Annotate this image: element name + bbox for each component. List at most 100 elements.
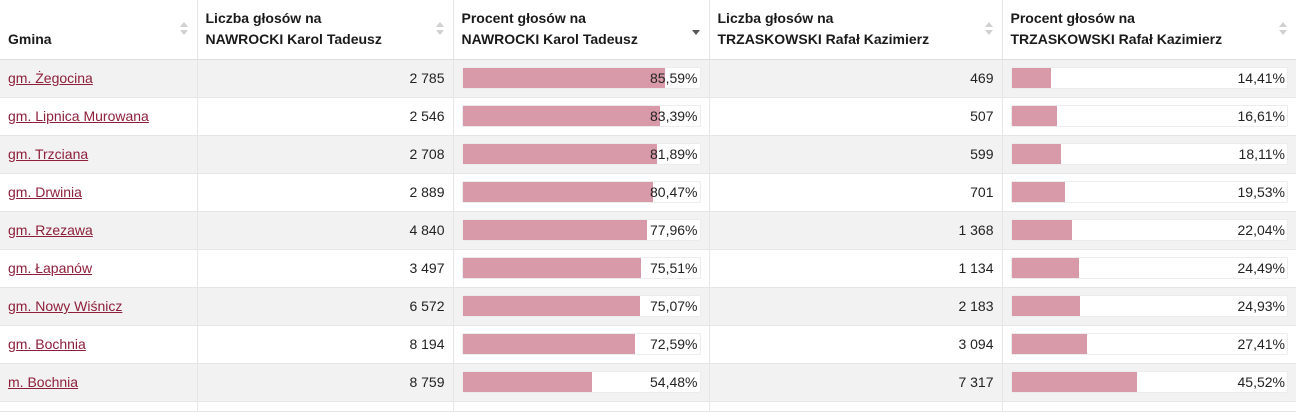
table-header: Gmina Liczba głosów na NAWROCKI Karol Ta… bbox=[0, 0, 1296, 60]
cell-nawrocki-votes: 8 194 bbox=[196, 325, 453, 364]
percent-bar-fill bbox=[1011, 68, 1052, 88]
cell-gmina: gm. Żegocina bbox=[0, 59, 197, 98]
cell-trzaskowski-percent: 24,93% bbox=[1001, 287, 1296, 326]
percent-value: 24,49% bbox=[1237, 260, 1285, 276]
cell-trzaskowski-percent: 14,41% bbox=[1001, 59, 1296, 98]
header-label-line1: Liczba głosów na bbox=[717, 9, 834, 26]
empty-cell bbox=[0, 401, 197, 412]
percent-bar: 45,52% bbox=[1010, 371, 1288, 393]
cell-nawrocki-votes: 8 759 bbox=[196, 363, 453, 402]
cell-trzaskowski-votes: 7 317 bbox=[708, 363, 1002, 402]
header-label-line2: NAWROCKI Karol Tadeusz bbox=[205, 30, 382, 47]
percent-bar-fill bbox=[462, 182, 654, 202]
column-header-nawrocki-votes[interactable]: Liczba głosów na NAWROCKI Karol Tadeusz bbox=[196, 0, 453, 60]
percent-bar: 18,11% bbox=[1010, 143, 1288, 165]
column-header-nawrocki-percent[interactable]: Procent głosów na NAWROCKI Karol Tadeusz bbox=[452, 0, 709, 60]
header-label-line2: NAWROCKI Karol Tadeusz bbox=[461, 30, 638, 47]
cell-trzaskowski-percent: 18,11% bbox=[1001, 135, 1296, 174]
percent-value: 22,04% bbox=[1237, 222, 1285, 238]
percent-bar-fill bbox=[1011, 334, 1087, 354]
percent-bar: 24,49% bbox=[1010, 257, 1288, 279]
empty-cell bbox=[1001, 401, 1296, 412]
percent-value: 27,41% bbox=[1237, 336, 1285, 352]
header-label-line1: Liczba głosów na bbox=[205, 9, 322, 26]
percent-bar: 72,59% bbox=[461, 333, 701, 355]
percent-bar-fill bbox=[1011, 220, 1073, 240]
gmina-link[interactable]: gm. Łapanów bbox=[8, 260, 93, 276]
percent-value: 18,11% bbox=[1238, 146, 1285, 162]
table-row: gm. Trzciana 2 708 81,89% 599 18,11% bbox=[0, 135, 1296, 174]
sort-icon[interactable] bbox=[984, 21, 993, 37]
gmina-link[interactable]: gm. Trzciana bbox=[8, 146, 89, 162]
cell-gmina: gm. Łapanów bbox=[0, 249, 197, 288]
cell-nawrocki-votes: 6 572 bbox=[196, 287, 453, 326]
table-row: gm. Bochnia 8 194 72,59% 3 094 27,41% bbox=[0, 325, 1296, 364]
column-header-gmina[interactable]: Gmina bbox=[0, 0, 197, 60]
column-header-trzaskowski-percent[interactable]: Procent głosów na TRZASKOWSKI Rafał Kazi… bbox=[1001, 0, 1296, 60]
cell-nawrocki-percent: 54,48% bbox=[452, 363, 709, 402]
percent-bar-fill bbox=[462, 258, 642, 278]
cell-nawrocki-percent: 77,96% bbox=[452, 211, 709, 250]
cell-trzaskowski-percent: 19,53% bbox=[1001, 173, 1296, 212]
cell-trzaskowski-percent: 24,49% bbox=[1001, 249, 1296, 288]
percent-bar-fill bbox=[462, 296, 641, 316]
percent-value: 83,39% bbox=[650, 108, 698, 124]
header-row: Gmina Liczba głosów na NAWROCKI Karol Ta… bbox=[0, 0, 1296, 60]
empty-cell bbox=[196, 401, 453, 412]
percent-bar: 14,41% bbox=[1010, 67, 1288, 89]
percent-bar: 54,48% bbox=[461, 371, 701, 393]
cell-nawrocki-percent: 75,07% bbox=[452, 287, 709, 326]
percent-value: 81,89% bbox=[650, 146, 698, 162]
percent-bar-fill bbox=[1011, 296, 1081, 316]
percent-value: 16,61% bbox=[1237, 108, 1285, 124]
cell-gmina: gm. Lipnica Murowana bbox=[0, 97, 197, 136]
cell-nawrocki-percent: 72,59% bbox=[452, 325, 709, 364]
table-row: gm. Rzezawa 4 840 77,96% 1 368 22,04% bbox=[0, 211, 1296, 250]
percent-value: 54,48% bbox=[650, 374, 698, 390]
header-label-line1: Procent głosów na bbox=[461, 9, 586, 26]
cell-nawrocki-percent: 80,47% bbox=[452, 173, 709, 212]
cell-trzaskowski-votes: 2 183 bbox=[708, 287, 1002, 326]
gmina-link[interactable]: gm. Żegocina bbox=[8, 70, 93, 86]
sort-icon[interactable] bbox=[1279, 21, 1287, 37]
percent-value: 19,53% bbox=[1237, 184, 1285, 200]
percent-bar-fill bbox=[462, 106, 661, 126]
table-row: gm. Nowy Wiśnicz 6 572 75,07% 2 183 24,93% bbox=[0, 287, 1296, 326]
percent-bar-fill bbox=[1011, 258, 1079, 278]
percent-bar: 27,41% bbox=[1010, 333, 1288, 355]
percent-value: 45,52% bbox=[1237, 374, 1285, 390]
cell-nawrocki-votes: 2 546 bbox=[196, 97, 453, 136]
cell-trzaskowski-votes: 599 bbox=[708, 135, 1002, 174]
gmina-link[interactable]: gm. Bochnia bbox=[8, 336, 86, 352]
cell-trzaskowski-votes: 701 bbox=[708, 173, 1002, 212]
cell-trzaskowski-votes: 507 bbox=[708, 97, 1002, 136]
cell-gmina: gm. Trzciana bbox=[0, 135, 197, 174]
percent-bar-fill bbox=[462, 144, 657, 164]
cell-gmina: gm. Bochnia bbox=[0, 325, 197, 364]
gmina-link[interactable]: gm. Lipnica Murowana bbox=[8, 108, 149, 124]
cell-trzaskowski-percent: 22,04% bbox=[1001, 211, 1296, 250]
cell-nawrocki-percent: 83,39% bbox=[452, 97, 709, 136]
gmina-link[interactable]: gm. Rzezawa bbox=[8, 222, 93, 238]
percent-value: 85,59% bbox=[650, 70, 698, 86]
sort-icon[interactable] bbox=[435, 21, 444, 37]
cell-nawrocki-votes: 2 708 bbox=[196, 135, 453, 174]
header-label-line2: TRZASKOWSKI Rafał Kazimierz bbox=[717, 30, 930, 47]
table-body: gm. Żegocina 2 785 85,59% 469 14,41% gm. Lipn… bbox=[0, 59, 1296, 412]
gmina-link[interactable]: m. Bochnia bbox=[8, 374, 79, 390]
percent-bar-fill bbox=[1011, 106, 1058, 126]
percent-value: 14,41% bbox=[1237, 70, 1285, 86]
percent-bar-fill bbox=[462, 372, 592, 392]
cell-nawrocki-percent: 85,59% bbox=[452, 59, 709, 98]
percent-bar: 19,53% bbox=[1010, 181, 1288, 203]
sort-icon[interactable] bbox=[179, 21, 188, 37]
gmina-link[interactable]: gm. Nowy Wiśnicz bbox=[8, 298, 123, 314]
percent-bar-fill bbox=[1011, 144, 1062, 164]
gmina-link[interactable]: gm. Drwinia bbox=[8, 184, 82, 200]
percent-bar: 22,04% bbox=[1010, 219, 1288, 241]
table-row: gm. Żegocina 2 785 85,59% 469 14,41% bbox=[0, 59, 1296, 98]
cell-nawrocki-votes: 3 497 bbox=[196, 249, 453, 288]
column-header-trzaskowski-votes[interactable]: Liczba głosów na TRZASKOWSKI Rafał Kazim… bbox=[708, 0, 1002, 60]
sort-desc-icon[interactable] bbox=[691, 21, 700, 37]
